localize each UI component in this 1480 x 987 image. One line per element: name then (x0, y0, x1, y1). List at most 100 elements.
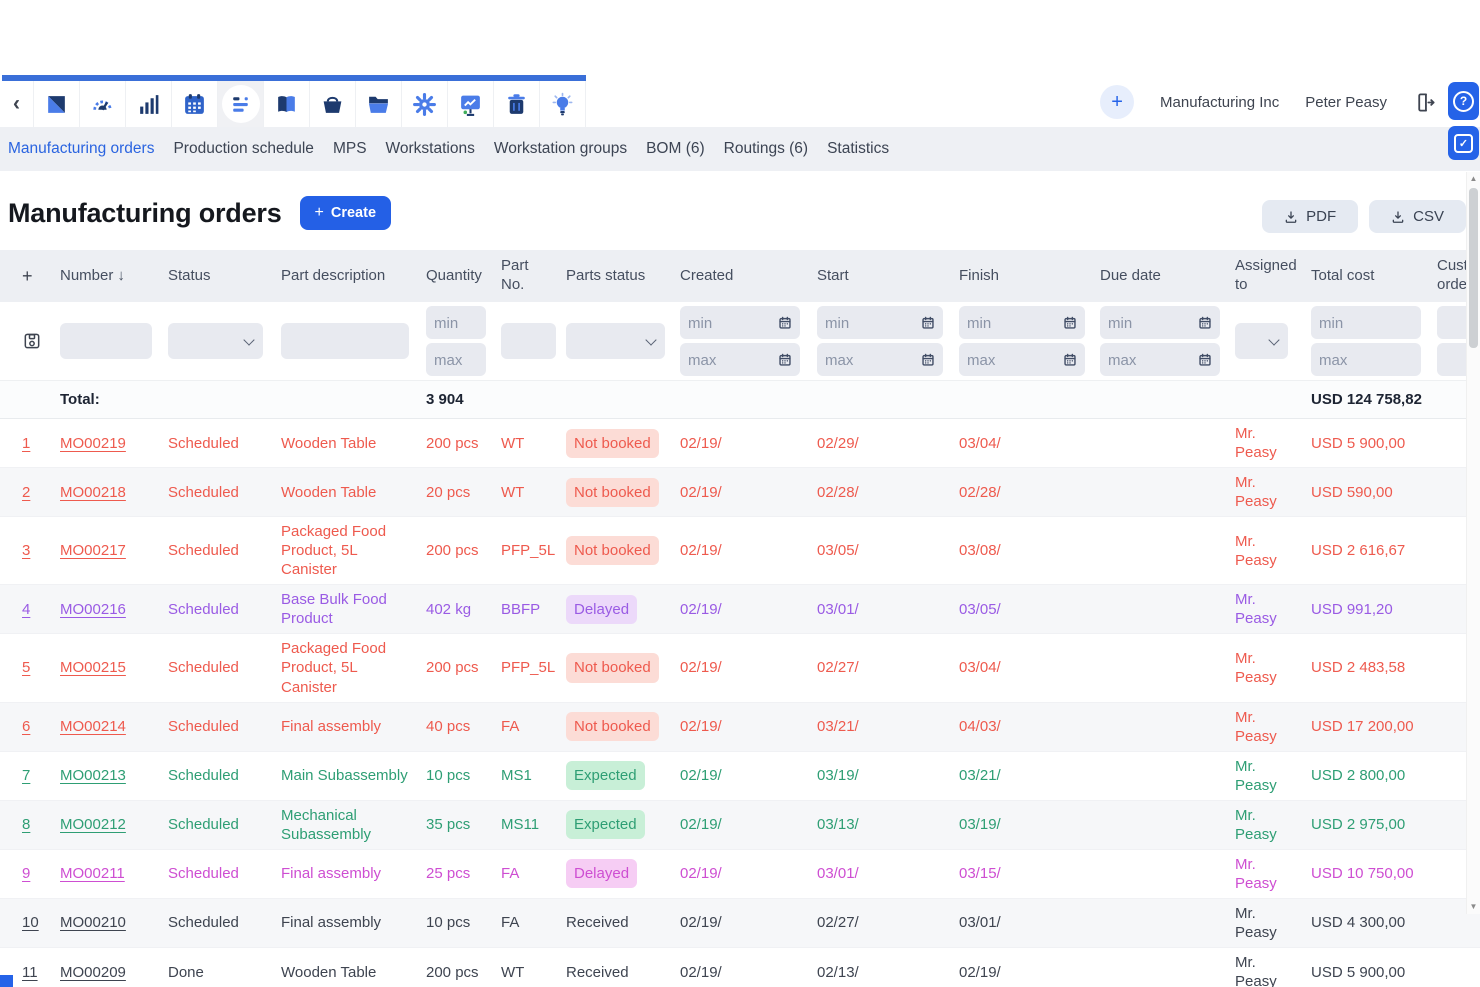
row-number-link[interactable]: 2 (22, 484, 30, 501)
vertical-scrollbar[interactable]: ▲ ▼ (1466, 172, 1480, 914)
add-column-button[interactable]: + (0, 265, 60, 288)
bulb-icon[interactable] (540, 81, 586, 127)
company-name[interactable]: Manufacturing Inc (1160, 94, 1279, 111)
trash-icon[interactable] (494, 81, 540, 127)
folder-icon[interactable] (356, 81, 402, 127)
status-filter-select[interactable] (168, 323, 263, 359)
finish-min-input[interactable] (967, 306, 1063, 339)
presentation-icon[interactable] (448, 81, 494, 127)
row-number-link[interactable]: 3 (22, 542, 30, 559)
column-header-part-description[interactable]: Part description (281, 267, 426, 286)
csv-button[interactable]: CSV (1369, 200, 1466, 233)
row-number-link[interactable]: 6 (22, 718, 30, 735)
order-number-link[interactable]: MO00213 (60, 767, 126, 784)
bar-chart-icon[interactable] (126, 81, 172, 127)
tab-workstations[interactable]: Workstations (386, 140, 475, 158)
back-icon[interactable]: ‹ (0, 81, 34, 127)
order-number-link[interactable]: MO00214 (60, 718, 126, 735)
total-cost-cell: USD 2 483,58 (1311, 659, 1405, 676)
order-number-link[interactable]: MO00219 (60, 435, 126, 452)
order-number-link[interactable]: MO00209 (60, 964, 126, 981)
parts-status-filter-select[interactable] (566, 323, 665, 359)
part-no-filter-input[interactable] (501, 323, 556, 359)
tab-production-schedule[interactable]: Production schedule (173, 140, 313, 158)
part-description-filter-input[interactable] (281, 323, 409, 359)
gantt-icon[interactable] (218, 81, 264, 127)
tab-workstation-groups[interactable]: Workstation groups (494, 140, 627, 158)
start-cell: 03/01/ (817, 601, 859, 618)
add-button[interactable]: + (1100, 85, 1134, 119)
start-min-input[interactable] (825, 306, 921, 339)
table-row: 10MO00210ScheduledFinal assembly10 pcsFA… (0, 899, 1480, 948)
part-description-cell: Final assembly (281, 914, 381, 931)
due-date-min-input[interactable] (1108, 306, 1198, 339)
part-description-cell: Packaged Food Product, 5L Canister (281, 640, 386, 695)
number-filter-input[interactable] (60, 323, 152, 359)
created-max-input[interactable] (688, 343, 778, 376)
due-date-max-input[interactable] (1108, 343, 1198, 376)
book-icon[interactable] (264, 81, 310, 127)
column-header-parts-status[interactable]: Parts status (566, 267, 680, 286)
quantity-max-input[interactable] (426, 343, 486, 376)
row-number-link[interactable]: 4 (22, 601, 30, 618)
tab-bom[interactable]: BOM (6) (646, 140, 705, 158)
pdf-button[interactable]: PDF (1262, 200, 1358, 233)
table-row: 2MO00218ScheduledWooden Table20 pcsWTNot… (0, 468, 1480, 517)
logout-icon[interactable] (1413, 91, 1436, 114)
calendar-icon[interactable] (172, 81, 218, 127)
logo-icon[interactable] (34, 81, 80, 127)
row-number-link[interactable]: 9 (22, 865, 30, 882)
order-number-link[interactable]: MO00212 (60, 816, 126, 833)
row-number-link[interactable]: 8 (22, 816, 30, 833)
assigned-to-cell: Mr. Peasy (1235, 758, 1277, 794)
basket-icon[interactable] (310, 81, 356, 127)
chevron-down-icon (243, 334, 254, 345)
chevron-down-icon (1268, 334, 1279, 345)
column-header-status[interactable]: Status (168, 267, 281, 286)
total-cost-max-input[interactable] (1311, 343, 1421, 376)
order-number-link[interactable]: MO00218 (60, 484, 126, 501)
column-header-assigned-to[interactable]: Assigned to (1235, 257, 1311, 295)
row-number-link[interactable]: 5 (22, 659, 30, 676)
column-header-part-no[interactable]: Part No. (501, 257, 566, 295)
user-name[interactable]: Peter Peasy (1305, 94, 1387, 111)
save-filter-button[interactable] (22, 331, 50, 351)
scroll-down-arrow[interactable]: ▼ (1467, 900, 1480, 914)
help-button[interactable]: ? (1448, 82, 1479, 120)
start-max-input[interactable] (825, 343, 921, 376)
row-number-link[interactable]: 11 (22, 964, 38, 981)
order-number-link[interactable]: MO00216 (60, 601, 126, 618)
created-min-input[interactable] (688, 306, 778, 339)
total-cost-min-input[interactable] (1311, 306, 1421, 339)
column-header-finish[interactable]: Finish (959, 267, 1100, 286)
tab-routings[interactable]: Routings (6) (724, 140, 808, 158)
order-number-link[interactable]: MO00211 (60, 865, 125, 882)
quantity-min-input[interactable] (426, 306, 486, 339)
gear-icon[interactable] (402, 81, 448, 127)
vertical-scrollbar-thumb[interactable] (1469, 188, 1478, 348)
row-number-link[interactable]: 7 (22, 767, 30, 784)
tasks-button[interactable]: ✓ (1448, 126, 1479, 160)
order-number-link[interactable]: MO00217 (60, 542, 126, 559)
scroll-up-arrow[interactable]: ▲ (1467, 172, 1480, 186)
column-header-due-date[interactable]: Due date (1100, 267, 1235, 286)
column-header-quantity[interactable]: Quantity (426, 267, 501, 286)
assigned-to-filter-select[interactable] (1235, 323, 1288, 359)
gauge-icon[interactable] (80, 81, 126, 127)
nav-tabbar: Manufacturing orders Production schedule… (0, 127, 1480, 171)
column-header-number[interactable]: Number↓ (60, 267, 168, 286)
column-header-created[interactable]: Created (680, 267, 817, 286)
row-number-link[interactable]: 1 (22, 435, 30, 452)
assigned-to-cell: Mr. Peasy (1235, 954, 1277, 987)
row-number-link[interactable]: 10 (22, 914, 39, 931)
tab-mps[interactable]: MPS (333, 140, 367, 158)
column-header-total-cost[interactable]: Total cost (1311, 267, 1437, 286)
tab-manufacturing-orders[interactable]: Manufacturing orders (8, 140, 154, 158)
tab-statistics[interactable]: Statistics (827, 140, 889, 158)
total-label: Total: (60, 391, 168, 408)
order-number-link[interactable]: MO00210 (60, 914, 126, 931)
order-number-link[interactable]: MO00215 (60, 659, 126, 676)
finish-max-input[interactable] (967, 343, 1063, 376)
column-header-start[interactable]: Start (817, 267, 959, 286)
create-button[interactable]: +Create (300, 196, 391, 230)
